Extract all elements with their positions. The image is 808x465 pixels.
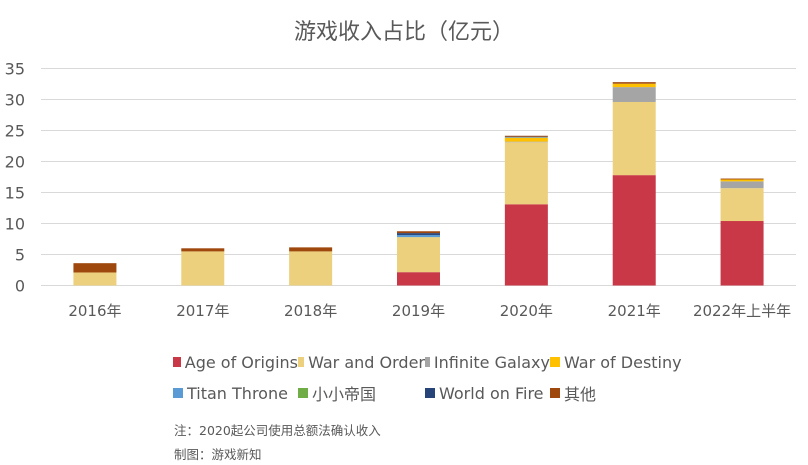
legend-swatch [425, 357, 430, 367]
legend-label: Titan Throne [187, 383, 288, 403]
bar-segment [612, 82, 656, 84]
bar-segment [289, 247, 333, 252]
bar-segment [504, 137, 548, 138]
bar-segment [720, 221, 764, 286]
bar-segment [397, 237, 440, 273]
legend-label: Infinite Galaxy [433, 352, 550, 372]
legend-item: War and Order [298, 352, 425, 372]
footnote: 注：2020起公司使用总额法确认收入 [174, 423, 381, 438]
bar-segment [612, 101, 656, 176]
x-tick-label: 2016年 [68, 302, 121, 320]
x-tick-label: 2018年 [284, 302, 337, 320]
y-tick-label: 30 [5, 91, 25, 110]
bar-segment [504, 137, 548, 142]
legend-label: 其他 [564, 385, 597, 404]
stacked-bar-chart: 0 5 10 15 20 25 30 35 2016年 2017年 2018年 2019年 2020年 2… [5, 60, 796, 320]
bar-segment [73, 272, 117, 286]
legend-swatch [550, 388, 560, 398]
legend-swatch [425, 388, 435, 398]
legend-label: War and Order [308, 352, 425, 372]
bar-segment [181, 248, 225, 252]
x-tick-label: 2021年 [608, 302, 661, 320]
bar-segment [73, 263, 117, 273]
bar-segment [720, 178, 764, 180]
legend-swatch [298, 357, 305, 367]
legend-item: Age of Origins [173, 352, 298, 372]
bar-segment [397, 234, 440, 238]
legend-label: 小小帝国 [312, 385, 377, 404]
y-tick-label: 35 [5, 60, 25, 79]
bar-segment [612, 83, 656, 88]
bar-segment [504, 142, 548, 205]
bar-segment [720, 181, 764, 189]
legend-item: 其他 [550, 383, 700, 404]
legend-item: Infinite Galaxy [425, 352, 550, 372]
bar-segment [504, 135, 548, 137]
x-tick-label: 2019年 [392, 302, 445, 320]
y-tick-label: 15 [5, 184, 25, 203]
legend-item: Titan Throne [173, 383, 298, 403]
y-tick-label: 25 [5, 122, 25, 141]
bar-segment [289, 251, 333, 286]
bar-segment [397, 272, 440, 286]
credit: 制图：游戏新知 [174, 447, 262, 462]
legend-swatch [550, 357, 560, 367]
legend-item: War of Destiny [550, 352, 700, 372]
legend: Age of Origins War and Order Infinite Gala… [173, 352, 700, 404]
y-tick-label: 10 [5, 215, 25, 234]
bar-segment [397, 233, 440, 235]
chart-title: 游戏收入占比（亿元） [293, 20, 514, 45]
x-tick-label: 2020年 [500, 302, 553, 320]
y-tick-label: 20 [5, 153, 25, 172]
legend-item: World on Fire [425, 383, 550, 403]
legend-swatch [173, 388, 183, 398]
bar-segment [397, 231, 440, 234]
y-tick-label: 5 [15, 246, 25, 265]
legend-swatch [298, 388, 308, 398]
bar-segment [504, 141, 548, 143]
legend-label: Age of Origins [184, 352, 298, 372]
bar-segment [181, 251, 225, 286]
bar-segment [504, 204, 548, 286]
legend-label: War of Destiny [564, 352, 682, 372]
legend-label: World on Fire [439, 383, 544, 403]
x-tick-label: 2022年上半年 [693, 302, 791, 320]
bar-segment [720, 179, 764, 182]
bar-segment [612, 175, 656, 286]
bar-segment [720, 188, 764, 222]
legend-swatch [173, 357, 181, 367]
legend-item: 小小帝国 [298, 383, 425, 404]
y-tick-label: 0 [15, 277, 25, 296]
x-tick-label: 2017年 [176, 302, 229, 320]
bar-segment [612, 87, 656, 102]
